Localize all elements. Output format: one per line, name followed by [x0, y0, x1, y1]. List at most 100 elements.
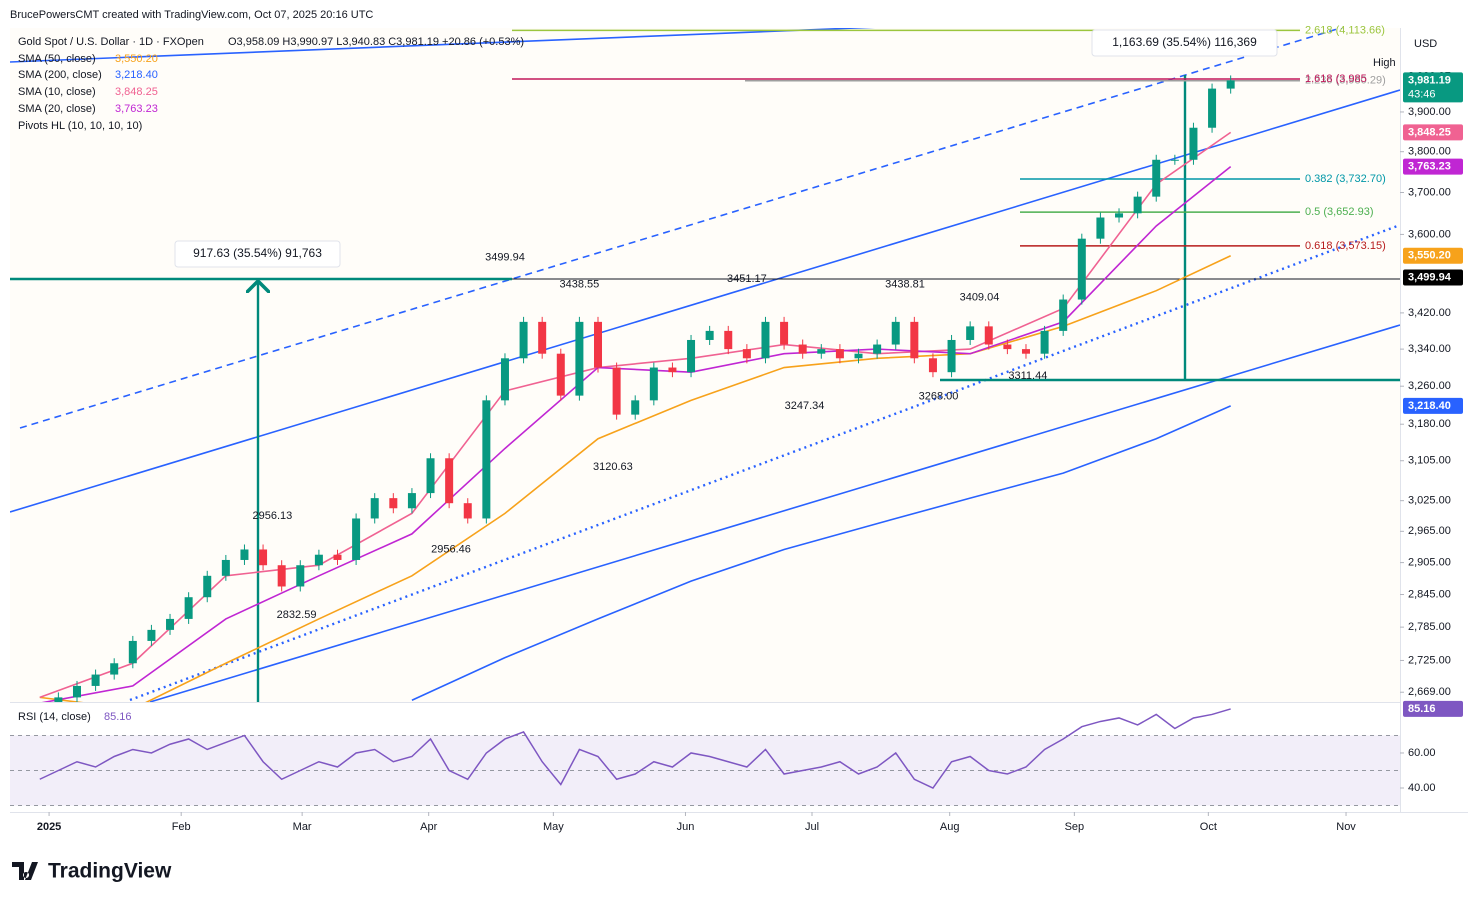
candle [1189, 127, 1198, 160]
candle [1226, 80, 1235, 89]
candle [668, 367, 677, 373]
legend-name: SMA (10, close) [18, 86, 96, 98]
x-tick-label: Apr [420, 821, 437, 833]
candle [314, 554, 323, 566]
rsi-tick-label: 40.00 [1408, 782, 1436, 794]
rsi-badge-label: 85.16 [1408, 703, 1436, 715]
ohlc: O3,958.09 H3,990.97 L3,940.83 C3,981.19 … [228, 36, 524, 48]
sma-line [41, 165, 1232, 702]
candle [1077, 238, 1086, 300]
candle [333, 554, 342, 560]
candle [184, 597, 193, 619]
y-tick-label: 2,965.00 [1408, 525, 1451, 537]
x-tick-label: Mar [293, 821, 312, 833]
fib-label: 0.382 (3,732.70) [1305, 173, 1386, 185]
y-tick-label: 3,180.00 [1408, 418, 1451, 430]
pane-border [10, 702, 1400, 703]
y-tick-label: 2,785.00 [1408, 621, 1451, 633]
x-tick-label: Jul [805, 821, 819, 833]
trendline [10, 28, 876, 63]
measure-label: 917.63 (35.54%) 91,763 [193, 246, 322, 260]
candle [463, 503, 472, 519]
candle [575, 321, 584, 396]
candle [1059, 299, 1068, 331]
price-badge-label: 3,981.19 [1408, 74, 1451, 86]
fib-label: 2.618 (4,113.66) [1305, 24, 1385, 36]
candle [500, 358, 509, 401]
plot-bg [10, 28, 1400, 702]
x-tick-label: 2025 [37, 821, 61, 833]
candle [296, 565, 305, 587]
candle [761, 321, 770, 359]
x-tick-label: Oct [1200, 821, 1217, 833]
price-badge [1403, 158, 1463, 175]
symbol-title: Gold Spot / U.S. Dollar · 1D · FXOpen [18, 36, 204, 48]
candle [1003, 344, 1012, 350]
fib-label: 0.618 (3,573.15) [1305, 240, 1386, 252]
time-border [10, 812, 1468, 813]
rsi-tick-label: 60.00 [1408, 747, 1436, 759]
candle [407, 493, 416, 509]
y-tick-label: 3,025.00 [1408, 495, 1451, 507]
y-tick-label: 3,340.00 [1408, 343, 1451, 355]
candle [72, 685, 81, 698]
x-tick-label: Aug [940, 821, 960, 833]
y-tick-label: 3,700.00 [1408, 186, 1451, 198]
rsi-line [39, 708, 1231, 789]
rsi-badge [1403, 700, 1463, 717]
candle [891, 321, 900, 345]
sma-line [39, 131, 1232, 699]
candle [780, 321, 789, 345]
legend-value: 3,763.23 [115, 103, 158, 115]
measure-label: 1,163.69 (35.54%) 116,369 [1112, 35, 1257, 49]
y-tick-label: 3,600.00 [1408, 228, 1451, 240]
trendline [129, 223, 1400, 702]
candle [54, 697, 63, 702]
price-badge [1403, 72, 1463, 103]
x-tick-label: Feb [172, 821, 191, 833]
rsi-title: RSI (14, close) [18, 711, 91, 723]
candle [966, 326, 975, 340]
rsi-value: 85.16 [104, 711, 132, 723]
pivot-label: 3451.17 [727, 273, 767, 285]
price-badge-label: 3,218.40 [1408, 400, 1451, 412]
price-badge-label: 3,550.20 [1408, 250, 1451, 262]
attribution: BrucePowersCMT created with TradingView.… [10, 9, 373, 21]
candle [705, 330, 714, 340]
candle [835, 349, 844, 359]
y-tick-label: 3,420.00 [1408, 307, 1451, 319]
candle [1152, 159, 1161, 197]
fib-label: 1.618 (3,985 [1305, 73, 1367, 85]
candle [352, 518, 361, 560]
candle [649, 367, 658, 401]
candle [389, 498, 398, 509]
pivot-label: 2956.46 [431, 544, 471, 556]
candle [1115, 213, 1124, 218]
candle [594, 321, 603, 368]
sma-line [411, 405, 1231, 701]
x-tick-label: May [543, 821, 564, 833]
candle [166, 618, 175, 630]
x-tick-label: Nov [1336, 821, 1356, 833]
candle [742, 349, 751, 359]
candle [221, 559, 230, 576]
high-label: High [1373, 57, 1396, 69]
candle [556, 353, 565, 396]
candle [631, 400, 640, 415]
currency: USD [1414, 38, 1437, 50]
candle [1021, 349, 1030, 354]
candle [873, 344, 882, 354]
price-badge [1403, 269, 1463, 286]
candle [36, 709, 44, 710]
candle [1133, 196, 1142, 214]
pivot-label: 3409.04 [960, 292, 1000, 304]
drawings [10, 28, 1400, 702]
pivot-label: 3120.63 [593, 461, 633, 473]
candle [538, 321, 547, 354]
candle [370, 498, 379, 519]
y-tick-label: 3,260.00 [1408, 380, 1451, 392]
price-badge [1403, 397, 1463, 414]
measure-box [1091, 29, 1278, 57]
pivot-label: 2956.13 [252, 510, 292, 522]
candle [277, 565, 286, 587]
